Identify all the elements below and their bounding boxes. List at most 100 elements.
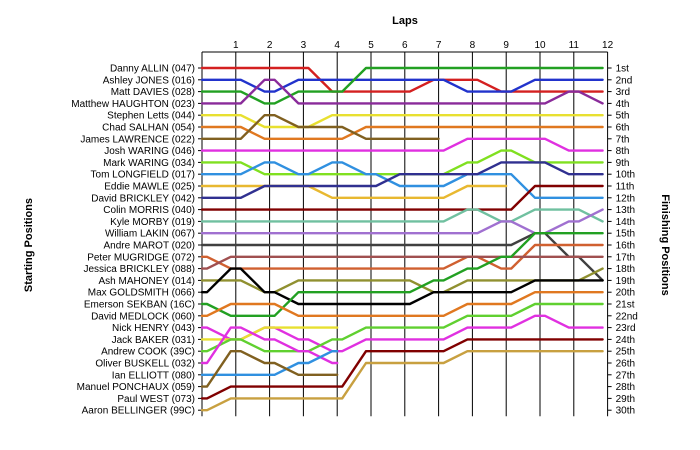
x-axis-title: Laps bbox=[392, 15, 418, 27]
driver-name-label: William LAKIN (067) bbox=[105, 229, 195, 240]
driver-name-label: Emerson SEKBAN (16C) bbox=[84, 300, 195, 311]
finishing-position-label: 25th bbox=[616, 347, 635, 358]
driver-name-label: Jack BAKER (031) bbox=[112, 335, 195, 346]
driver-position-line bbox=[200, 66, 604, 105]
driver-name-label: Danny ALLIN (047) bbox=[110, 64, 195, 75]
driver-name-label: Stephen Letts (044) bbox=[107, 111, 195, 122]
lap-tick-label: 7 bbox=[436, 40, 442, 51]
lap-tick-label: 3 bbox=[301, 40, 307, 51]
driver-name-label: Oliver BUSKELL (032) bbox=[95, 359, 195, 370]
driver-name-label: Matt DAVIES (028) bbox=[111, 87, 195, 98]
finishing-position-label: 11th bbox=[616, 182, 635, 193]
driver-position-line bbox=[200, 137, 604, 152]
driver-position-line bbox=[200, 161, 604, 199]
driver-position-line bbox=[200, 114, 604, 129]
finishing-position-label: 13th bbox=[616, 205, 635, 216]
driver-name-label: Andre MAROT (020) bbox=[103, 241, 195, 252]
finishing-position-label: 30th bbox=[616, 406, 635, 417]
driver-position-line bbox=[200, 326, 339, 341]
driver-name-label: Kyle MORBY (019) bbox=[110, 217, 195, 228]
finishing-position-label: 23rd bbox=[616, 323, 636, 334]
driver-name-label: Ian ELLIOTT (080) bbox=[112, 370, 195, 381]
finishing-position-label: 3rd bbox=[616, 87, 630, 98]
driver-name-label: Ash MAHONEY (014) bbox=[98, 276, 195, 287]
driver-name-label: David BRICKLEY (042) bbox=[91, 193, 195, 204]
driver-position-line bbox=[200, 255, 604, 270]
driver-name-label: David MEDLOCK (060) bbox=[91, 311, 195, 322]
driver-position-line bbox=[200, 350, 339, 388]
driver-name-label: Ashley JONES (016) bbox=[103, 75, 195, 86]
driver-position-line bbox=[200, 114, 440, 140]
lap-tick-label: 5 bbox=[368, 40, 374, 51]
finishing-position-label: 15th bbox=[616, 229, 635, 240]
starting-position-labels: Danny ALLIN (047)Ashley JONES (016)Matt … bbox=[71, 64, 195, 417]
driver-position-line bbox=[200, 232, 604, 317]
driver-name-label: Eddie MAWLE (025) bbox=[104, 182, 195, 193]
finishing-position-label: 22nd bbox=[616, 311, 638, 322]
finishing-position-label: 19th bbox=[616, 276, 635, 287]
lap-tick-label: 10 bbox=[534, 40, 546, 51]
finishing-position-label: 6th bbox=[616, 123, 630, 134]
finishing-position-label: 7th bbox=[616, 134, 630, 145]
lap-tick-label: 11 bbox=[569, 40, 580, 51]
driver-position-line bbox=[200, 302, 604, 353]
finishing-position-label: 8th bbox=[616, 146, 630, 157]
series-lines bbox=[200, 66, 604, 412]
driver-position-line bbox=[200, 314, 604, 353]
finishing-position-label: 12th bbox=[616, 193, 635, 204]
finishing-position-label: 4th bbox=[616, 99, 630, 110]
driver-name-label: Peter MUGRIDGE (072) bbox=[87, 252, 195, 263]
finishing-position-label: 5th bbox=[616, 111, 630, 122]
driver-position-line bbox=[200, 338, 604, 400]
finishing-position-label: 9th bbox=[616, 158, 630, 169]
driver-position-line bbox=[200, 184, 508, 199]
finishing-position-label: 18th bbox=[616, 264, 635, 275]
driver-name-label: Colin MORRIS (040) bbox=[103, 205, 195, 216]
finishing-position-label: 2nd bbox=[616, 75, 633, 86]
driver-position-line bbox=[200, 350, 604, 412]
lap-tick-label: 12 bbox=[602, 40, 614, 51]
lap-tick-label: 6 bbox=[402, 40, 408, 51]
driver-name-label: Andrew COOK (39C) bbox=[101, 347, 195, 358]
driver-position-line bbox=[200, 125, 604, 140]
finishing-position-label: 27th bbox=[616, 370, 635, 381]
driver-position-line bbox=[200, 267, 604, 306]
y-axis-title-right: Finishing Positions bbox=[659, 194, 671, 295]
driver-name-label: Nick HENRY (043) bbox=[112, 323, 195, 334]
driver-name-label: Paul WEST (073) bbox=[117, 394, 195, 405]
finishing-position-label: 10th bbox=[616, 170, 635, 181]
driver-name-label: Matthew HAUGHTON (023) bbox=[71, 99, 195, 110]
finishing-position-label: 28th bbox=[616, 382, 635, 393]
driver-position-line bbox=[200, 208, 604, 223]
finishing-position-label: 14th bbox=[616, 217, 635, 228]
finishing-position-labels: 1st2nd3rd4th5th6th7th8th9th10th11th12th1… bbox=[616, 64, 638, 417]
finishing-position-label: 29th bbox=[616, 394, 635, 405]
finishing-position-label: 17th bbox=[616, 252, 635, 263]
driver-position-line bbox=[200, 161, 604, 199]
driver-name-label: Max GOLDSMITH (066) bbox=[88, 288, 195, 299]
driver-name-label: Josh WARING (046) bbox=[104, 146, 195, 157]
driver-position-line bbox=[200, 291, 604, 317]
driver-position-line bbox=[200, 184, 604, 211]
finishing-position-label: 24th bbox=[616, 335, 635, 346]
driver-position-line bbox=[200, 78, 604, 105]
driver-name-label: James LAWRENCE (022) bbox=[80, 134, 195, 145]
y-axis-title-left: Starting Positions bbox=[23, 198, 35, 292]
finishing-position-label: 1st bbox=[616, 64, 630, 75]
driver-name-label: Jessica BRICKLEY (088) bbox=[83, 264, 195, 275]
driver-name-label: Tom LONGFIELD (017) bbox=[91, 170, 195, 181]
driver-name-label: Mark WARING (034) bbox=[103, 158, 195, 169]
lap-tick-label: 8 bbox=[470, 40, 476, 51]
lap-tick-label: 9 bbox=[503, 40, 509, 51]
lap-tick-label: 4 bbox=[334, 40, 340, 51]
lap-tick-label: 2 bbox=[267, 40, 273, 51]
driver-name-label: Manuel PONCHAUX (059) bbox=[77, 382, 195, 393]
driver-name-label: Chad SALHAN (054) bbox=[102, 123, 195, 134]
driver-position-line bbox=[200, 350, 339, 376]
driver-position-line bbox=[200, 243, 604, 270]
finishing-position-label: 16th bbox=[616, 241, 635, 252]
lap-tick-labels: 1 2 3 4 5 6 7 8 9 10 11 12 bbox=[233, 40, 614, 51]
finishing-position-label: 26th bbox=[616, 359, 635, 370]
driver-name-label: Aaron BELLINGER (99C) bbox=[82, 406, 195, 417]
